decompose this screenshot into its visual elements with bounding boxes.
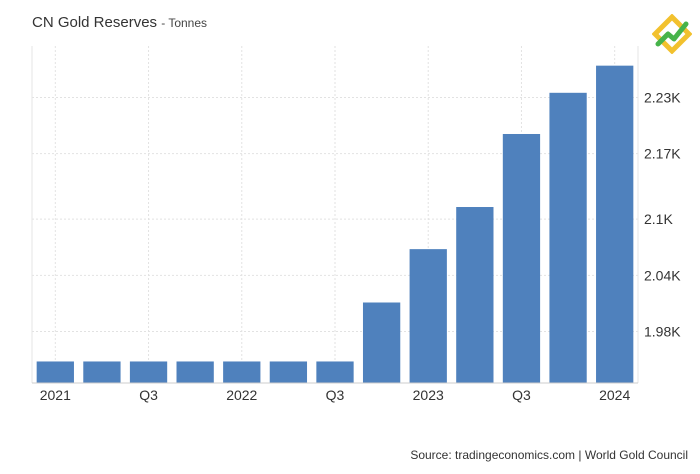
source-text: Source: tradingeconomics.com | World Gol… <box>410 448 688 462</box>
bar[interactable] <box>269 361 308 383</box>
x-tick-label: Q3 <box>326 387 345 403</box>
y-tick-label: 2.17K <box>644 146 681 162</box>
x-tick-label: 2024 <box>599 387 630 403</box>
chart-title: CN Gold Reserves - Tonnes <box>32 14 207 31</box>
bars <box>36 65 634 384</box>
bar[interactable] <box>316 361 354 383</box>
x-tick-label: 2022 <box>226 387 257 403</box>
bar[interactable] <box>409 249 447 383</box>
bar[interactable] <box>129 361 168 383</box>
bar[interactable] <box>549 92 587 384</box>
x-tick-label: Q3 <box>512 387 531 403</box>
bar[interactable] <box>176 361 214 383</box>
chart-title-text: CN Gold Reserves <box>32 14 158 31</box>
bar[interactable] <box>502 133 541 383</box>
bar[interactable] <box>456 207 494 383</box>
x-tick-label: 2021 <box>40 387 71 403</box>
y-tick-label: 2.04K <box>644 267 681 283</box>
y-tick-label: 1.98K <box>644 324 681 340</box>
y-tick-label: 2.23K <box>644 89 681 105</box>
bar[interactable] <box>223 361 261 383</box>
x-tick-label: 2023 <box>413 387 444 403</box>
bar[interactable] <box>36 361 74 383</box>
bar[interactable] <box>596 65 634 384</box>
brand-logo-icon <box>652 14 692 54</box>
x-tick-label: Q3 <box>139 387 158 403</box>
bar[interactable] <box>83 361 121 383</box>
y-tick-label: 2.1K <box>644 211 673 227</box>
axes: 2021 Q3 2022 Q3 2023 Q3 2024 1.98K 2.04K 2.1K 2.17… <box>32 89 681 403</box>
chart-unit: - Tonnes <box>161 16 208 30</box>
bar[interactable] <box>362 302 401 383</box>
grid-lines <box>31 46 639 383</box>
